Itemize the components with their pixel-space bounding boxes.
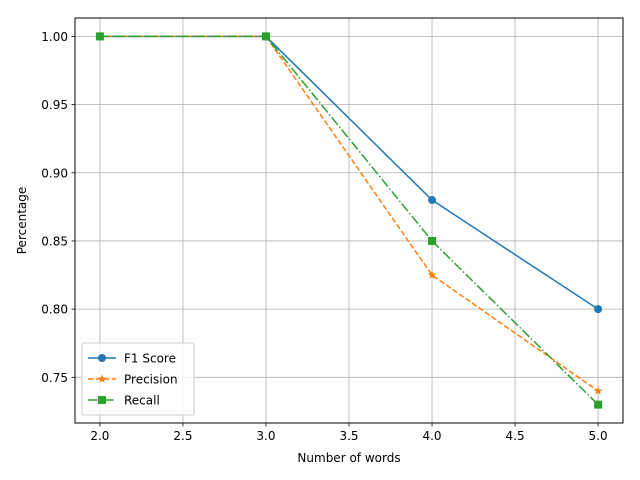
y-axis-label: Percentage: [15, 187, 29, 255]
y-tick-label: 1.00: [41, 30, 68, 44]
data-point-f1-score: [428, 196, 437, 205]
y-tick-label: 0.85: [41, 234, 68, 248]
legend-item-f1-score: F1 Score: [88, 352, 176, 366]
x-tick-label: 3.0: [256, 429, 275, 443]
legend-label-recall: Recall: [124, 394, 160, 408]
data-point-precision: [427, 270, 437, 279]
data-point-recall: [594, 400, 603, 409]
y-tick-label: 0.95: [41, 98, 68, 112]
grid: [75, 18, 623, 423]
legend-label-precision: Precision: [124, 373, 178, 387]
y-tick-label: 0.80: [41, 303, 68, 317]
legend-marker-recall: [98, 396, 106, 404]
data-point-recall: [261, 32, 270, 41]
x-tick-label: 2.5: [173, 429, 192, 443]
legend-item-precision: Precision: [88, 373, 178, 387]
x-axis-ticks: 2.0 2.5 3.0 3.5 4.0 4.5 5.0: [90, 423, 608, 443]
series-line-recall: [99, 35, 599, 406]
y-tick-label: 0.75: [41, 371, 68, 385]
y-tick-label: 0.90: [41, 166, 68, 180]
series-layer: [95, 31, 603, 409]
legend-marker-f1-score: [98, 354, 106, 362]
legend-label-f1-score: F1 Score: [124, 352, 176, 366]
x-tick-label: 3.5: [339, 429, 358, 443]
plot-frame: [74, 17, 624, 424]
data-point-precision: [593, 386, 603, 395]
data-point-recall: [428, 236, 437, 245]
x-tick-label: 5.0: [589, 429, 608, 443]
x-tick-label: 4.0: [422, 429, 441, 443]
x-tick-label: 4.5: [506, 429, 525, 443]
data-point-f1-score: [594, 305, 603, 314]
legend-marker-precision: [97, 374, 107, 383]
y-axis-ticks: 0.75 0.80 0.85 0.90 0.95 1.00: [41, 30, 75, 385]
x-axis-label: Number of words: [297, 451, 400, 465]
x-tick-label: 2.0: [90, 429, 109, 443]
legend-box: [81, 342, 195, 416]
legend-item-recall: Recall: [88, 394, 160, 408]
data-point-recall: [95, 32, 104, 41]
legend: F1 Score Precision Recall: [81, 342, 195, 416]
series-recall: [95, 32, 603, 409]
